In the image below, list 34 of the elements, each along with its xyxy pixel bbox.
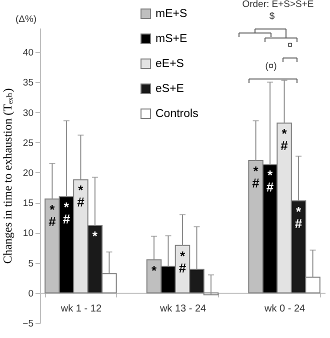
annotation: (¤) bbox=[265, 61, 277, 72]
y-tick-label: 0 bbox=[28, 288, 34, 300]
data-label: * # bbox=[266, 168, 274, 195]
annotation: ¤ bbox=[287, 40, 293, 51]
text: $ bbox=[269, 11, 276, 22]
data-label: * # bbox=[48, 202, 57, 229]
legend-label: eE+S bbox=[156, 58, 184, 70]
legend-label: Controls bbox=[156, 108, 199, 120]
text: (Δ%) bbox=[15, 14, 37, 25]
y-tick-label: 30 bbox=[22, 108, 34, 119]
y-tick-label: 5 bbox=[28, 258, 34, 270]
y-tick-label: 25 bbox=[22, 138, 34, 149]
y-tick-label: 40 bbox=[22, 48, 34, 59]
legend-label: eS+E bbox=[156, 82, 184, 95]
y-tick-label: −5 bbox=[22, 318, 34, 330]
data-label: * # bbox=[252, 163, 260, 190]
data-label: * # bbox=[62, 200, 71, 227]
y-tick-label: 10 bbox=[22, 228, 34, 240]
data-label: * bbox=[151, 262, 158, 278]
data-label: * # bbox=[77, 182, 86, 210]
x-tick-label: wk 1 - 12 bbox=[60, 303, 102, 314]
text: Order: E+S>S+E bbox=[242, 0, 314, 10]
data-label: * bbox=[92, 228, 98, 244]
y-tick-label: 35 bbox=[22, 78, 34, 89]
x-tick-label: wk 13 - 24 bbox=[158, 303, 206, 314]
legend-label: mS+E bbox=[156, 32, 188, 45]
data-label: * # bbox=[178, 248, 187, 276]
y-tick-label: 15 bbox=[22, 198, 34, 210]
y-tick-label: 20 bbox=[22, 168, 34, 179]
y-axis-title: Changes in time to exhaustion (Tₑₓₕ) bbox=[0, 88, 15, 264]
legend-label: mE+S bbox=[156, 8, 188, 20]
data-label: * # bbox=[294, 204, 303, 231]
x-tick-label: wk 0 - 24 bbox=[263, 303, 306, 314]
data-label: * # bbox=[280, 126, 289, 154]
